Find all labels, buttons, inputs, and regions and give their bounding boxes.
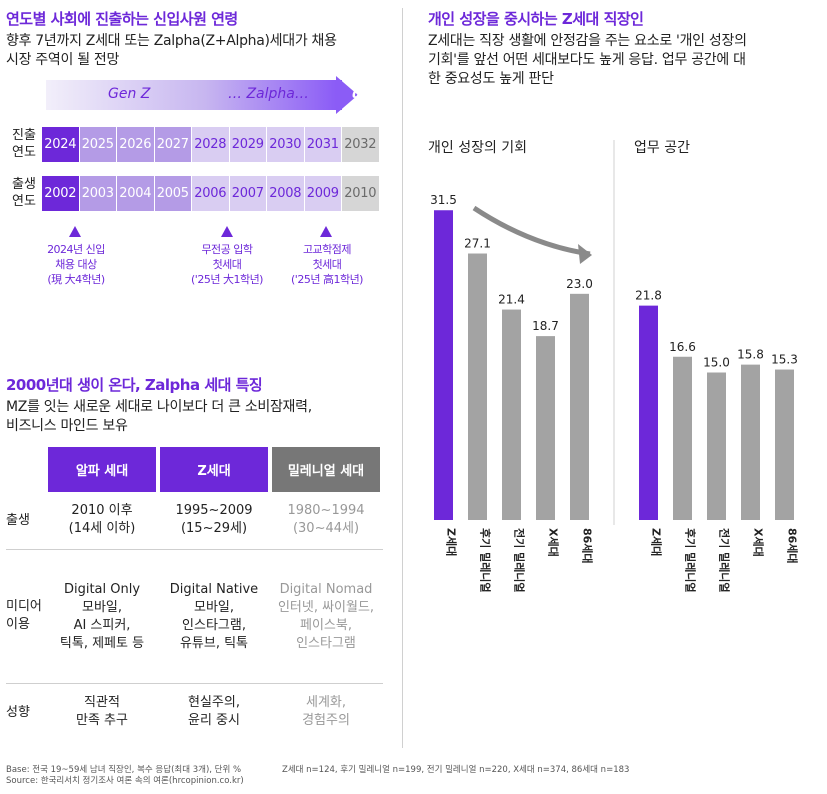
bar <box>570 293 589 520</box>
zalpha-subtitle: MZ를 잇는 새로운 세대로 나이보다 더 큰 소비잠재력, 비즈니스 마인드 … <box>6 399 312 434</box>
timeline-title: 연도별 사회에 진출하는 신입사원 연령 <box>6 10 238 28</box>
bar-value-label: 15.3 <box>771 353 798 367</box>
header-alpha: 알파 세대 <box>48 447 156 492</box>
zalpha-title: 2000년대 생이 온다, Zalpha 세대 특징 <box>6 376 263 394</box>
chart-title: 업무 공간 <box>634 140 690 156</box>
chart-workspace: 업무 공간 21.8 Z세대 16.6 후기 밀레니얼 15.0 전기 밀레니얼 15.8 X세… <box>634 140 800 593</box>
birth-year-cell: 2010 <box>342 176 379 211</box>
footer-sample-sizes: Z세대 n=124, 후기 밀레니얼 n=199, 전기 밀레니얼 n=220,… <box>282 765 630 775</box>
category-label: 후기 밀레니얼 <box>479 528 493 593</box>
curved-arrow-icon <box>578 244 592 264</box>
category-label: 전기 밀레니얼 <box>513 528 527 593</box>
row-label-media: 미디어 이용 <box>6 599 42 632</box>
bar-value-label: 21.8 <box>635 289 662 303</box>
row-label-tendency: 성향 <box>6 705 30 720</box>
category-label: X세대 <box>752 528 766 557</box>
cell-millennial-media: Digital Nomad 인터넷, 싸이월드, 페이스북, 인스타그램 <box>277 582 375 651</box>
growth-title: 개인 성장을 중시하는 Z세대 직장인 <box>428 10 644 28</box>
band-alpha-label: α <box>352 86 362 102</box>
bar-value-label: 15.0 <box>703 355 730 369</box>
bar <box>707 372 726 520</box>
bar-value-label: 18.7 <box>532 319 559 333</box>
marker-triangle-icon <box>221 226 233 237</box>
bar-value-label: 15.8 <box>737 348 764 362</box>
entry-year-cell: 2029 <box>229 127 266 162</box>
footer-source: Source: 한국리서치 정기조사 여론 속의 여론(hrcopinion.c… <box>6 776 244 786</box>
entry-year-cell: 2030 <box>267 127 304 162</box>
marker-triangle-icon <box>320 226 332 237</box>
table-divider <box>6 549 383 550</box>
birth-year-cell: 2004 <box>117 176 154 211</box>
birth-year-cell: 2006 <box>192 176 229 211</box>
birth-year-cell: 2003 <box>79 176 116 211</box>
cell-alpha-birth: 2010 이후 (14세 이하) <box>68 503 136 536</box>
entry-year-cell: 2025 <box>79 127 116 162</box>
birth-year-row-label: 출생 연도 <box>12 177 36 209</box>
entry-year-cell: 2026 <box>117 127 154 162</box>
marker-caption: 고교학점제 첫세대 ('25년 高1학년) <box>291 243 363 286</box>
chart-title: 개인 성장의 기회 <box>428 140 527 156</box>
marker-caption: 무전공 입학 첫세대 ('25년 大1학년) <box>191 243 263 286</box>
birth-year-cell: 2007 <box>229 176 266 211</box>
category-label: Z세대 <box>445 528 459 556</box>
bar <box>775 369 794 520</box>
cell-alpha-media: Digital Only 모바일, AI 스피커, 틱톡, 제페토 등 <box>59 582 145 651</box>
bar <box>741 364 760 520</box>
entry-year-cell: 2031 <box>304 127 341 162</box>
category-label: 전기 밀레니얼 <box>718 528 732 593</box>
header-millennial: 밀레니얼 세대 <box>272 447 380 492</box>
bar <box>468 253 487 520</box>
bar <box>502 309 521 520</box>
bar <box>639 305 658 520</box>
entry-year-cell: 2024 <box>42 127 79 162</box>
birth-year-cell: 2005 <box>154 176 191 211</box>
bar <box>536 336 555 520</box>
category-label: 후기 밀레니얼 <box>684 528 698 593</box>
bar-value-label: 31.5 <box>430 193 457 207</box>
bar <box>673 356 692 520</box>
category-label: X세대 <box>547 528 561 557</box>
entry-year-row-label: 진출 연도 <box>12 128 36 160</box>
footer-base: Base: 전국 19~59세 남녀 직장인, 복수 응답(최대 3개), 단위… <box>6 765 242 775</box>
cell-genz-media: Digital Native 모바일, 인스타그램, 유튜브, 틱톡 <box>169 582 259 651</box>
timeline-subtitle: 향후 7년까지 Z세대 또는 Zalpha(Z+Alpha)세대가 채용 시장 … <box>6 33 337 68</box>
bar <box>434 210 453 520</box>
entry-year-cell: 2027 <box>154 127 191 162</box>
header-genz: Z세대 <box>160 447 268 492</box>
category-label: 86세대 <box>786 528 800 564</box>
band-arrow-icon <box>336 76 358 114</box>
band-genz-label: Gen Z <box>108 86 151 102</box>
category-label: Z세대 <box>650 528 664 556</box>
bar-value-label: 21.4 <box>498 293 525 307</box>
growth-subtitle: Z세대는 직장 생활에 안정감을 주는 요소로 '개인 성장의 기회'를 앞선 … <box>428 33 747 87</box>
band-zalpha-label: … Zalpha… <box>228 86 309 102</box>
column-divider <box>402 8 403 748</box>
bar-value-label: 16.6 <box>669 340 696 354</box>
birth-year-cell: 2009 <box>304 176 341 211</box>
chart-growth-opportunity: 개인 성장의 기회 31.5 Z세대 27.1 후기 밀레니얼 21.4 전기 밀레니얼 18… <box>428 140 595 593</box>
generation-band <box>46 80 336 110</box>
cell-alpha-tendency: 직관적 만족 추구 <box>76 695 128 728</box>
entry-year-cell: 2032 <box>342 127 379 162</box>
curved-arrow-line <box>472 205 591 257</box>
cell-millennial-birth: 1980~1994 (30~44세) <box>287 503 365 536</box>
birth-year-cell: 2002 <box>42 176 79 211</box>
bar-value-label: 23.0 <box>566 277 593 291</box>
bar-value-label: 27.1 <box>464 237 491 251</box>
cell-genz-birth: 1995~2009 (15~29세) <box>175 503 253 536</box>
marker-triangle-icon <box>69 226 81 237</box>
cell-genz-tendency: 현실주의, 윤리 중시 <box>188 695 240 728</box>
entry-year-cell: 2028 <box>192 127 229 162</box>
cell-millennial-tendency: 세계화, 경험주의 <box>302 695 350 728</box>
row-label-birth: 출생 <box>6 513 30 528</box>
marker-caption: 2024년 신입 채용 대상 (現 大4학년) <box>47 243 105 286</box>
category-label: 86세대 <box>581 528 595 564</box>
table-divider <box>6 683 383 684</box>
birth-year-cell: 2008 <box>267 176 304 211</box>
